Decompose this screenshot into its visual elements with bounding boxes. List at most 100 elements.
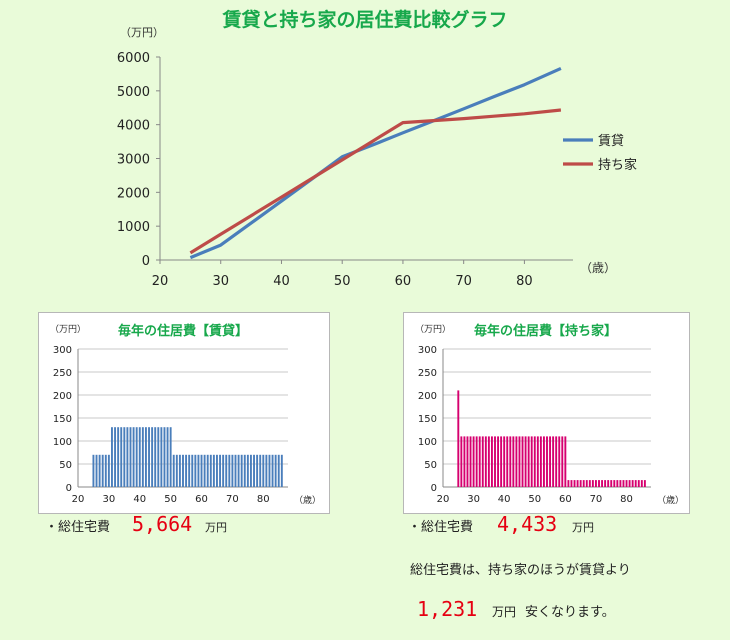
own-bar <box>604 480 607 487</box>
rent-bar <box>274 454 277 487</box>
x-tick-label: 30 <box>467 494 480 505</box>
own-bar <box>549 436 552 487</box>
y-tick-label: 3000 <box>117 153 150 168</box>
own-total-label: ・総住宅費 <box>408 520 474 535</box>
own-bar <box>607 480 610 487</box>
rent-bar <box>126 427 129 487</box>
summary-tail: 安くなります。 <box>525 605 615 620</box>
own-bar <box>490 436 493 487</box>
rent-bar <box>200 454 203 487</box>
own-bar <box>530 436 533 487</box>
rent-bar <box>144 427 147 487</box>
own-bar <box>601 480 604 487</box>
y-tick-label: 2000 <box>117 186 150 201</box>
own-bar <box>588 480 591 487</box>
y-tick-label: 0 <box>142 254 150 269</box>
own-total-value: 4,433 <box>497 512 558 536</box>
rent-bar <box>197 454 200 487</box>
rent-bar <box>175 454 178 487</box>
rent-bar <box>132 427 135 487</box>
rent-bar <box>191 454 194 487</box>
y-tick-label: 300 <box>418 345 437 356</box>
own-bar <box>536 436 539 487</box>
rent-chart-title: 毎年の住居費【賃貸】 <box>117 324 248 339</box>
y-tick-label: 150 <box>418 414 437 425</box>
own-bar <box>594 480 597 487</box>
x-tick-label: 40 <box>498 494 511 505</box>
rent-bar <box>163 427 166 487</box>
own-bar <box>640 480 643 487</box>
y-tick-label: 1000 <box>117 220 150 235</box>
own-bar <box>494 436 496 487</box>
x-axis-unit: （歳） <box>657 494 684 506</box>
own-bar <box>637 480 640 487</box>
own-bar <box>466 436 469 487</box>
rent-bar <box>280 454 283 487</box>
rent-bar <box>237 454 240 487</box>
rent-bar <box>117 427 120 487</box>
y-tick-label: 0 <box>431 483 437 494</box>
rent-bar <box>123 427 126 487</box>
own-bar <box>579 480 582 487</box>
x-tick-label: 70 <box>590 494 603 505</box>
y-axis-unit: （万円） <box>50 324 86 335</box>
x-tick-label: 60 <box>559 494 572 505</box>
own-total-unit: 万円 <box>572 521 594 534</box>
rent-bar <box>268 454 271 487</box>
y-tick-label: 4000 <box>117 119 150 134</box>
rent-bar <box>101 454 104 487</box>
own-bar <box>598 480 600 487</box>
rent-bar <box>234 454 237 487</box>
x-tick-label: 50 <box>164 494 177 505</box>
own-bar <box>484 436 487 487</box>
y-tick-label: 5000 <box>117 85 150 100</box>
rent-bar <box>154 427 157 487</box>
x-tick-label: 20 <box>152 274 169 289</box>
rent-bar <box>160 427 163 487</box>
y-tick-label: 300 <box>53 345 72 356</box>
own-bar <box>552 436 555 487</box>
rent-bar <box>107 454 110 487</box>
x-tick-label: 80 <box>516 274 533 289</box>
own-bar <box>521 436 524 487</box>
x-tick-label: 70 <box>455 274 472 289</box>
x-axis-unit: （歳） <box>580 261 616 275</box>
rent-bar <box>114 427 117 487</box>
rent-bar <box>129 427 132 487</box>
x-tick-label: 20 <box>437 494 450 505</box>
x-tick-label: 80 <box>620 494 633 505</box>
own-bar <box>628 480 631 487</box>
own-bar <box>610 480 613 487</box>
own-bar <box>591 480 594 487</box>
rent-bar <box>120 427 123 487</box>
own-bar <box>558 436 561 487</box>
own-bar <box>542 436 545 487</box>
rent-bar <box>185 454 188 487</box>
rent-bar <box>219 454 222 487</box>
y-tick-label: 150 <box>53 414 72 425</box>
page-title: 賃貸と持ち家の居住費比較グラフ <box>222 9 508 31</box>
rent-bar <box>98 454 101 487</box>
own-bar <box>457 390 460 487</box>
own-bar <box>500 436 503 487</box>
own-bar <box>515 436 518 487</box>
rent-bar-chart: 0 50 100 150 200 250 300 20 30 40 50 60 70 80 （万円） （歳） <box>50 324 321 506</box>
own-bar <box>546 436 548 487</box>
legend-label-rent: 賃貸 <box>598 133 624 149</box>
series-line-rent <box>189 66 562 260</box>
summary-diff-value: 1,231 <box>417 597 478 621</box>
legend-label-own: 持ち家 <box>598 157 637 173</box>
rent-bar <box>206 454 209 487</box>
own-bar <box>634 480 637 487</box>
own-bar-chart: 0 50 100 150 200 250 300 20 30 40 50 60 70 80 （万円） （歳） <box>415 324 684 506</box>
rent-total-unit: 万円 <box>205 521 227 534</box>
rent-bar <box>231 454 234 487</box>
x-axis-unit: （歳） <box>294 494 321 506</box>
rent-bar <box>169 427 172 487</box>
own-bar <box>506 436 509 487</box>
rent-bar <box>151 427 154 487</box>
own-bar <box>573 480 576 487</box>
rent-bar <box>138 427 141 487</box>
rent-bar <box>212 454 215 487</box>
own-bar <box>503 436 506 487</box>
